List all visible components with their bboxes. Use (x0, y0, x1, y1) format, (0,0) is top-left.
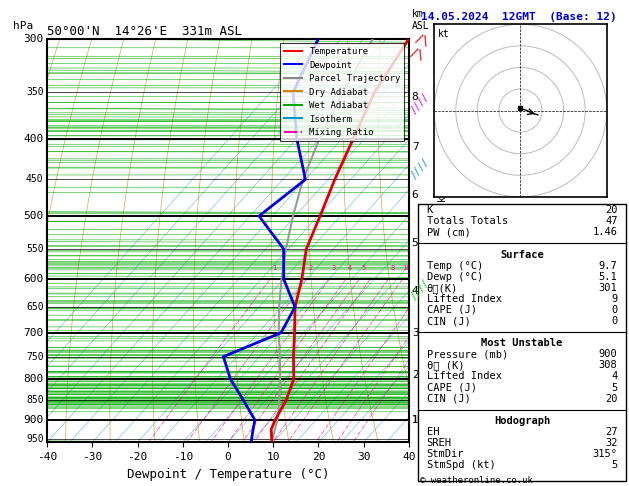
Text: 350: 350 (26, 87, 43, 97)
Text: 500: 500 (23, 211, 43, 221)
Text: 315°: 315° (593, 449, 618, 459)
Text: 850: 850 (26, 395, 43, 405)
Text: 550: 550 (26, 244, 43, 254)
Text: 5: 5 (611, 460, 618, 470)
Text: 5: 5 (361, 265, 365, 271)
Text: 301: 301 (599, 283, 618, 293)
Text: 20: 20 (605, 394, 618, 403)
Text: θᴇ (K): θᴇ (K) (426, 360, 464, 370)
Text: 9: 9 (611, 294, 618, 304)
Text: kt: kt (438, 30, 450, 39)
Text: 32: 32 (605, 438, 618, 448)
Text: Mixing Ratio (g/kg): Mixing Ratio (g/kg) (438, 185, 448, 296)
Text: 5: 5 (611, 382, 618, 393)
Text: 14.05.2024  12GMT  (Base: 12): 14.05.2024 12GMT (Base: 12) (421, 12, 617, 22)
Text: 2: 2 (309, 265, 313, 271)
Text: 8: 8 (412, 92, 418, 102)
Text: 4: 4 (412, 286, 418, 295)
Text: 950: 950 (26, 434, 43, 444)
X-axis label: Dewpoint / Temperature (°C): Dewpoint / Temperature (°C) (127, 468, 329, 481)
Text: Most Unstable: Most Unstable (481, 338, 563, 348)
Text: 20: 20 (605, 205, 618, 215)
Text: Dewp (°C): Dewp (°C) (426, 272, 483, 282)
Text: Pressure (mb): Pressure (mb) (426, 349, 508, 359)
Text: 4: 4 (611, 371, 618, 382)
Text: PW (cm): PW (cm) (426, 227, 470, 237)
Text: hPa: hPa (13, 21, 33, 31)
Text: ////: //// (409, 277, 431, 301)
Text: 5.1: 5.1 (599, 272, 618, 282)
Text: 3: 3 (412, 328, 418, 338)
Text: CIN (J): CIN (J) (426, 394, 470, 403)
Text: km
ASL: km ASL (412, 9, 430, 31)
Text: 5: 5 (412, 238, 418, 248)
Text: CIN (J): CIN (J) (426, 316, 470, 326)
Text: 9.7: 9.7 (599, 260, 618, 271)
Text: StmSpd (kt): StmSpd (kt) (426, 460, 496, 470)
Text: Lifted Index: Lifted Index (426, 371, 501, 382)
Text: 47: 47 (605, 216, 618, 226)
Legend: Temperature, Dewpoint, Parcel Trajectory, Dry Adiabat, Wet Adiabat, Isotherm, Mi: Temperature, Dewpoint, Parcel Trajectory… (281, 43, 404, 141)
Text: 650: 650 (26, 302, 43, 312)
Text: 27: 27 (605, 427, 618, 437)
Text: 0: 0 (611, 316, 618, 326)
Text: CAPE (J): CAPE (J) (426, 382, 477, 393)
Text: 300: 300 (23, 34, 43, 44)
Text: 1: 1 (272, 265, 276, 271)
Text: CAPE (J): CAPE (J) (426, 305, 477, 315)
Text: Hodograph: Hodograph (494, 416, 550, 426)
Text: ////: //// (409, 91, 431, 116)
FancyBboxPatch shape (418, 204, 626, 481)
Text: 1: 1 (412, 415, 418, 425)
Text: 400: 400 (23, 134, 43, 144)
Text: Totals Totals: Totals Totals (426, 216, 508, 226)
Text: 450: 450 (26, 174, 43, 185)
Text: © weatheronline.co.uk: © weatheronline.co.uk (420, 475, 533, 485)
Text: 1.46: 1.46 (593, 227, 618, 237)
Text: Temp (°C): Temp (°C) (426, 260, 483, 271)
Text: 600: 600 (23, 274, 43, 284)
Text: ////: //// (409, 156, 431, 180)
Text: 8: 8 (390, 265, 394, 271)
Text: /\
/\: /\ /\ (408, 32, 431, 63)
Text: 750: 750 (26, 352, 43, 362)
Text: 50°00'N  14°26'E  331m ASL: 50°00'N 14°26'E 331m ASL (47, 25, 242, 38)
Text: 700: 700 (23, 328, 43, 338)
Text: K: K (426, 205, 433, 215)
Text: Lifted Index: Lifted Index (426, 294, 501, 304)
Text: SREH: SREH (426, 438, 452, 448)
Text: Surface: Surface (500, 249, 544, 260)
Text: 1LCL: 1LCL (412, 415, 435, 425)
Text: 10: 10 (402, 265, 411, 271)
Text: EH: EH (426, 427, 439, 437)
Text: 308: 308 (599, 360, 618, 370)
Text: 900: 900 (23, 415, 43, 425)
Text: 3: 3 (331, 265, 336, 271)
Text: 800: 800 (23, 374, 43, 384)
Text: 4: 4 (348, 265, 352, 271)
Text: 6: 6 (412, 190, 418, 200)
Text: 2: 2 (412, 370, 418, 380)
Text: 900: 900 (599, 349, 618, 359)
Text: StmDir: StmDir (426, 449, 464, 459)
Text: θᴇ(K): θᴇ(K) (426, 283, 458, 293)
Text: 0: 0 (611, 305, 618, 315)
Text: 7: 7 (412, 142, 418, 152)
